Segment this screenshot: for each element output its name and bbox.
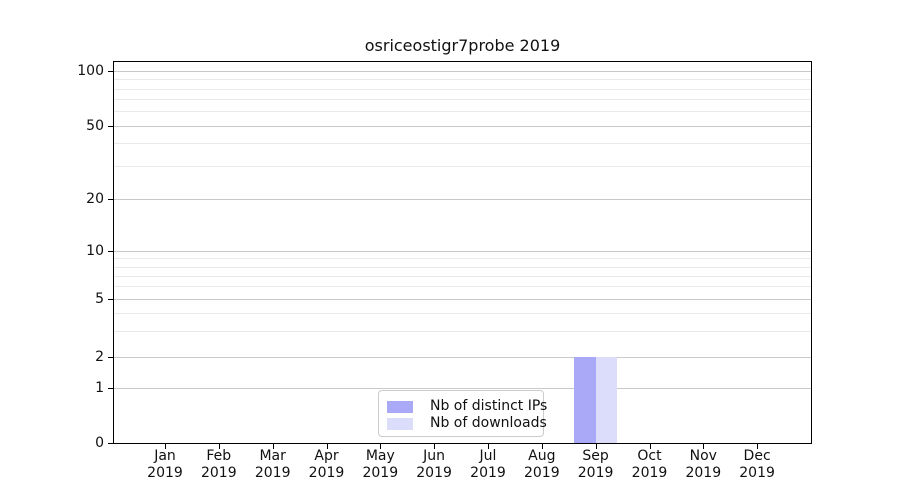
x-axis-tick-mark <box>434 444 436 449</box>
x-axis-tick-label: Dec 2019 <box>739 448 775 481</box>
y-axis-tick-label: 100 <box>77 63 104 79</box>
legend-label-downloads: Nb of downloads <box>430 415 547 431</box>
gridline-minor <box>114 286 811 288</box>
legend: Nb of distinct IPs Nb of downloads <box>378 390 547 437</box>
x-axis-tick-mark <box>218 444 220 449</box>
gridline-minor <box>114 99 811 101</box>
y-axis-tick-mark <box>108 125 113 127</box>
x-axis-tick-mark <box>649 444 651 449</box>
x-axis-tick-mark <box>380 444 382 449</box>
x-axis-tick-mark <box>488 444 489 449</box>
gridline-minor <box>114 331 811 333</box>
x-axis-tick-label: Apr 2019 <box>308 448 345 481</box>
x-axis-tick-label: Sep 2019 <box>577 448 614 481</box>
x-axis-tick-label: Mar 2019 <box>254 448 291 481</box>
y-axis-tick-label: 1 <box>95 379 104 396</box>
y-axis-tick-label: 5 <box>95 291 104 308</box>
bar-distinct-ips-sep <box>574 356 596 443</box>
x-axis-tick-label: Oct 2019 <box>631 448 668 481</box>
y-axis-tick-mark <box>108 251 113 252</box>
gridline-major <box>114 125 811 127</box>
x-axis-tick-mark <box>326 444 328 449</box>
gridline-minor <box>114 79 811 81</box>
gridline-major <box>114 387 811 389</box>
chart-title: osriceostigr7probe 2019 <box>364 36 561 55</box>
x-axis-tick-mark <box>703 444 705 449</box>
x-axis-tick-label: Nov 2019 <box>685 448 722 481</box>
gridline-minor <box>114 275 811 277</box>
x-axis-tick-mark <box>541 444 543 449</box>
legend-swatch-distinct-ips <box>387 400 413 413</box>
gridline-minor <box>114 266 811 268</box>
y-axis-tick-mark <box>108 71 113 72</box>
y-axis-tick-mark <box>108 387 113 389</box>
gridline-minor <box>114 258 811 260</box>
gridline-major <box>114 299 811 301</box>
x-axis-tick-label: Jan 2019 <box>147 448 183 481</box>
gridline-minor <box>114 313 811 315</box>
x-axis-tick-mark <box>595 444 597 449</box>
gridline-major <box>114 198 811 200</box>
legend-item-downloads: Nb of downloads <box>387 415 547 432</box>
gridline-major <box>114 356 811 358</box>
y-axis-tick-label: 20 <box>86 190 104 207</box>
gridline-minor <box>114 143 811 145</box>
gridline-minor <box>114 111 811 113</box>
y-axis-tick-mark <box>108 356 113 358</box>
gridline-major <box>114 71 811 72</box>
y-axis-tick-label: 10 <box>86 243 104 259</box>
gridline-minor <box>114 88 811 90</box>
x-axis-tick-mark <box>272 444 274 449</box>
bar-downloads-sep <box>595 356 618 443</box>
x-axis-tick-mark <box>165 444 166 449</box>
legend-label-distinct-ips: Nb of distinct IPs <box>430 398 548 414</box>
y-axis-tick-mark <box>108 299 113 301</box>
x-axis-tick-label: Jun 2019 <box>416 448 452 481</box>
plot-area <box>113 61 812 444</box>
x-axis-tick-mark <box>757 444 759 449</box>
y-axis-tick-mark <box>108 198 113 200</box>
y-axis-tick-mark <box>108 443 113 444</box>
gridline-minor <box>114 166 811 168</box>
y-axis-tick-label: 2 <box>95 348 104 365</box>
gridline-major <box>114 251 811 252</box>
y-axis-tick-label: 50 <box>86 117 104 134</box>
x-axis-tick-label: May 2019 <box>362 448 399 481</box>
legend-swatch-downloads <box>387 417 413 430</box>
x-axis-tick-label: Jul 2019 <box>470 448 506 481</box>
legend-item-distinct-ips: Nb of distinct IPs <box>387 398 547 415</box>
x-axis-tick-label: Aug 2019 <box>523 448 560 481</box>
y-axis-tick-label: 0 <box>95 435 104 451</box>
x-axis-tick-label: Feb 2019 <box>200 448 237 481</box>
